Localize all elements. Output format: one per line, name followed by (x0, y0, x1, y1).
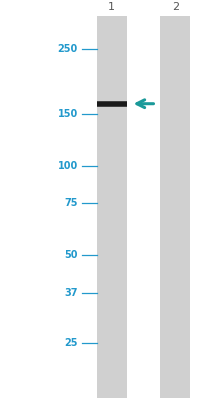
Text: 25: 25 (64, 338, 78, 348)
Text: 37: 37 (64, 288, 78, 298)
Text: 150: 150 (57, 109, 78, 119)
Text: 1: 1 (108, 2, 115, 12)
Text: 100: 100 (57, 161, 78, 171)
Text: 250: 250 (57, 44, 78, 54)
Text: 50: 50 (64, 250, 78, 260)
Text: 75: 75 (64, 198, 78, 208)
Text: 2: 2 (171, 2, 178, 12)
